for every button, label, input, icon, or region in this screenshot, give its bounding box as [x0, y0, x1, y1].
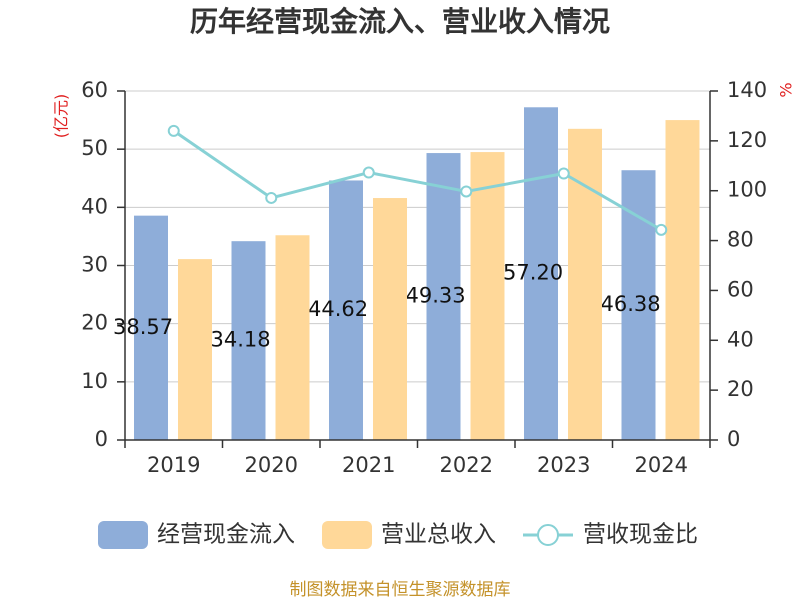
cash-inflow-value-labels: 38.57 34.18 44.62 49.33 57.20 46.38 [113, 261, 661, 352]
legend-swatch-cash-inflow [98, 521, 148, 549]
y-tick-label: 30 [81, 253, 108, 277]
y2-tick-label: 100 [727, 178, 767, 202]
y2-tick-label: 0 [727, 427, 740, 451]
y-tick-label: 50 [81, 136, 108, 160]
bar-label-cash-inflow-2022: 49.33 [406, 284, 466, 308]
bar-label-cash-inflow-2024: 46.38 [601, 292, 661, 316]
y2-tick-label: 140 [727, 78, 767, 102]
legend-swatch-ratio-marker [537, 524, 559, 546]
y2-tick-label: 20 [727, 377, 754, 401]
bar-cash-inflow-2020 [231, 241, 266, 440]
data-source-footer: 制图数据来自恒生聚源数据库 [290, 580, 511, 600]
bar-revenue-2023 [568, 128, 602, 440]
bar-cash-inflow-2021 [329, 180, 363, 440]
bar-label-cash-inflow-2020: 34.18 [211, 328, 271, 352]
y-tick-label: 0 [95, 427, 108, 451]
y-axis-title: (亿元) [52, 94, 71, 139]
bar-revenue-2019 [178, 259, 212, 440]
bar-revenue-2021 [373, 198, 407, 440]
ratio-point-2022 [460, 185, 473, 198]
y-tick-label: 40 [81, 194, 108, 218]
y2-tick-label: 80 [727, 228, 754, 252]
axes: 0 10 20 30 40 50 60 0 20 40 60 80 100 120 140 2019 2020 2… [81, 78, 767, 477]
y-tick-label: 60 [81, 78, 108, 102]
bar-revenue-2024 [665, 120, 700, 440]
bar-revenue-2022 [470, 152, 505, 440]
y-tick-label: 10 [81, 369, 108, 393]
bar-label-cash-inflow-2023: 57.20 [503, 261, 563, 285]
ratio-point-2021 [362, 166, 375, 179]
legend-item-revenue[interactable]: 营业总收入 [322, 521, 496, 549]
chart-title: 历年经营现金流入、营业收入情况 [190, 5, 610, 38]
legend: 经营现金流入 营业总收入 营收现金比 [98, 521, 698, 549]
legend-item-ratio[interactable]: 营收现金比 [523, 522, 698, 548]
bar-cash-inflow-2022 [426, 153, 461, 440]
y2-tick-label: 60 [727, 277, 754, 301]
x-tick-label: 2021 [342, 453, 395, 477]
bar-label-cash-inflow-2021: 44.62 [308, 297, 368, 321]
ratio-series [167, 124, 668, 236]
legend-label-ratio: 营收现金比 [583, 522, 698, 548]
ratio-point-2023 [557, 167, 570, 180]
y2-axis-title: % [777, 82, 796, 97]
bar-cash-inflow-2023 [524, 107, 558, 440]
ratio-point-2019 [167, 124, 180, 137]
revenue-bars [178, 120, 700, 440]
legend-item-cash-inflow[interactable]: 经营现金流入 [98, 521, 295, 549]
legend-swatch-revenue [322, 521, 372, 549]
cash-inflow-bars [134, 107, 656, 440]
bar-cash-inflow-2019 [134, 215, 168, 440]
x-tick-label: 2019 [147, 453, 200, 477]
x-tick-label: 2023 [537, 453, 590, 477]
bar-label-cash-inflow-2019: 38.57 [113, 315, 173, 339]
y-tick-label: 20 [81, 311, 108, 335]
legend-label-cash-inflow: 经营现金流入 [157, 522, 295, 548]
ratio-point-2024 [655, 223, 668, 236]
x-tick-label: 2024 [635, 453, 688, 477]
ratio-line [172, 129, 663, 232]
legend-label-revenue: 营业总收入 [381, 522, 496, 548]
x-tick-label: 2022 [440, 453, 493, 477]
x-tick-label: 2020 [245, 453, 298, 477]
bar-revenue-2020 [275, 235, 310, 440]
ratio-point-2020 [265, 191, 278, 204]
y2-tick-label: 40 [727, 327, 754, 351]
y2-tick-label: 120 [727, 128, 767, 152]
